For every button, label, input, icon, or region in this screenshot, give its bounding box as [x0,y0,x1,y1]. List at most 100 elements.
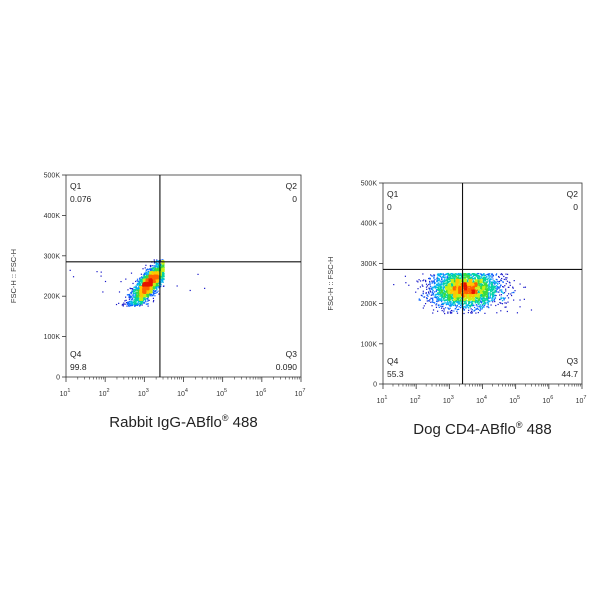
data-point [152,292,154,294]
data-point [137,296,139,298]
data-point [488,273,490,275]
data-point [447,276,450,278]
data-point [416,280,418,282]
data-point [135,291,137,293]
data-point [429,290,431,292]
data-point [500,273,502,275]
data-point [152,271,155,273]
data-point [445,299,447,301]
data-point [447,303,450,305]
data-point [436,295,438,298]
data-point [474,309,476,311]
data-point [161,281,163,283]
data-point [151,281,153,284]
data-point [459,307,462,309]
data-point [523,298,525,300]
data-point [482,301,484,303]
data-point [149,268,151,270]
data-point [450,309,453,312]
data-point [422,307,424,309]
data-point [483,287,486,289]
data-point [441,299,444,301]
data-point [480,287,482,289]
data-point [471,311,473,313]
data-point [489,278,492,280]
data-point [438,289,440,291]
data-point [452,274,454,276]
data-point [470,277,472,279]
data-point [140,281,142,283]
data-point [145,273,147,276]
data-point [153,278,155,280]
data-point [441,303,443,305]
data-point [153,274,155,277]
data-point [438,298,440,301]
data-point [145,295,148,297]
data-point [472,305,474,307]
data-point [141,292,143,295]
data-point [161,268,163,270]
data-point [480,304,482,306]
data-point [148,285,150,287]
data-point [162,271,164,274]
data-point [429,299,431,301]
data-point [158,274,160,276]
data-point [439,286,441,288]
data-point [466,304,469,306]
data-point [155,277,157,280]
data-point [473,281,475,283]
data-point [142,289,144,292]
data-point [479,286,482,288]
data-point [479,301,482,303]
data-point [491,282,494,284]
data-point [487,302,489,304]
data-point [484,274,487,276]
data-point [437,281,439,283]
data-point [492,274,494,276]
data-point [146,289,148,291]
data-point [163,277,165,280]
data-point [435,293,437,295]
data-point [447,272,450,275]
data-point [155,287,157,289]
data-point [138,287,140,289]
data-point [130,272,133,274]
data-point [129,293,131,295]
data-point [493,299,496,301]
data-point [136,299,138,301]
data-point [463,298,465,300]
data-point [132,298,134,300]
data-point [488,297,490,299]
data-point [494,286,496,288]
data-point [139,298,142,300]
data-point [148,278,150,280]
data-point [150,278,153,280]
data-point [148,290,151,293]
data-point [437,296,439,298]
data-point [458,277,461,280]
data-point [445,287,447,290]
data-point [148,292,151,295]
data-point [440,287,442,289]
data-point [485,293,487,295]
data-point [485,302,487,304]
data-point [478,275,480,277]
data-point [157,264,159,266]
data-point [139,293,141,295]
data-point [447,297,449,299]
data-point [118,291,121,293]
data-point [465,277,467,279]
data-point [483,304,486,306]
data-point [451,285,453,287]
data-point [448,276,451,278]
data-point [145,301,147,303]
data-point [138,303,140,305]
data-point [488,276,490,278]
data-point [489,279,492,281]
data-point [438,279,440,282]
data-point [491,286,493,288]
data-point [434,302,436,304]
data-point [478,282,480,284]
data-point [159,259,162,261]
data-point [160,273,162,275]
